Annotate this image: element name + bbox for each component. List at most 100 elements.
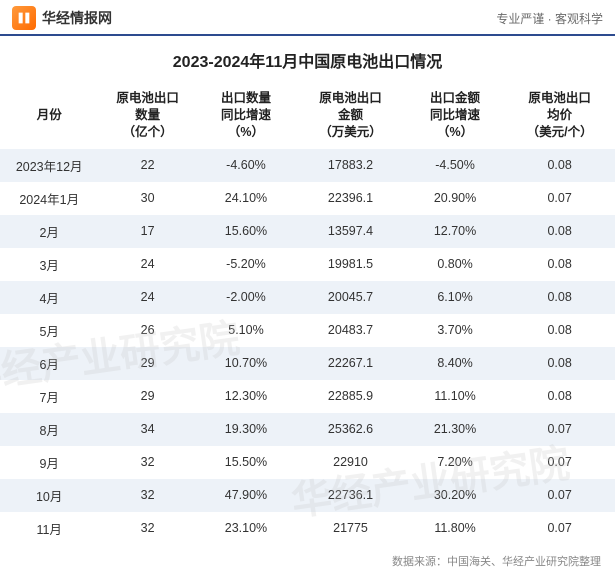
- table-cell: 21775: [295, 512, 406, 545]
- site-logo-icon: [12, 6, 36, 30]
- table-cell: 13597.4: [295, 215, 406, 248]
- table-row: 9月3215.50%229107.20%0.07: [0, 446, 615, 479]
- table-row: 7月2912.30%22885.911.10%0.08: [0, 380, 615, 413]
- table-cell: 8.40%: [406, 347, 504, 380]
- table-cell: 11月: [0, 512, 98, 545]
- table-cell: 29: [98, 380, 196, 413]
- table-cell: 6月: [0, 347, 98, 380]
- table-row: 2024年1月3024.10%22396.120.90%0.07: [0, 182, 615, 215]
- table-cell: 26: [98, 314, 196, 347]
- table-cell: -5.20%: [197, 248, 295, 281]
- table-cell: 4月: [0, 281, 98, 314]
- table-cell: 0.08: [504, 149, 615, 182]
- table-row: 3月24-5.20%19981.50.80%0.08: [0, 248, 615, 281]
- table-cell: 22736.1: [295, 479, 406, 512]
- table-cell: 9月: [0, 446, 98, 479]
- table-cell: -4.50%: [406, 149, 504, 182]
- table-cell: 2024年1月: [0, 182, 98, 215]
- table-cell: 0.07: [504, 182, 615, 215]
- report-container: 华经产业研究院 华经产业研究院 华经情报网 专业严谨 · 客观科学 2023-2…: [0, 0, 615, 580]
- table-cell: 0.08: [504, 215, 615, 248]
- table-cell: 20045.7: [295, 281, 406, 314]
- site-name: 华经情报网: [42, 8, 112, 28]
- table-cell: 2023年12月: [0, 149, 98, 182]
- column-header: 原电池出口数量（亿个）: [98, 82, 196, 149]
- column-header: 原电池出口金额（万美元）: [295, 82, 406, 149]
- table-cell: 25362.6: [295, 413, 406, 446]
- data-source: 数据来源：中国海关、华经产业研究院整理: [0, 545, 615, 569]
- table-row: 2月1715.60%13597.412.70%0.08: [0, 215, 615, 248]
- table-head: 月份原电池出口数量（亿个）出口数量同比增速（%）原电池出口金额（万美元）出口金额…: [0, 82, 615, 149]
- table-cell: -4.60%: [197, 149, 295, 182]
- column-header: 月份: [0, 82, 98, 149]
- table-cell: 5月: [0, 314, 98, 347]
- table-cell: 0.07: [504, 446, 615, 479]
- table-cell: 0.07: [504, 413, 615, 446]
- table-row: 4月24-2.00%20045.76.10%0.08: [0, 281, 615, 314]
- table-cell: 11.80%: [406, 512, 504, 545]
- table-cell: 3.70%: [406, 314, 504, 347]
- table-cell: 11.10%: [406, 380, 504, 413]
- header-row: 月份原电池出口数量（亿个）出口数量同比增速（%）原电池出口金额（万美元）出口金额…: [0, 82, 615, 149]
- table-cell: 30: [98, 182, 196, 215]
- table-cell: 0.07: [504, 512, 615, 545]
- table-cell: 20483.7: [295, 314, 406, 347]
- table-cell: 29: [98, 347, 196, 380]
- table-row: 10月3247.90%22736.130.20%0.07: [0, 479, 615, 512]
- title-bar: 2023-2024年11月中国原电池出口情况: [0, 36, 615, 82]
- table-row: 11月3223.10%2177511.80%0.07: [0, 512, 615, 545]
- table-body: 2023年12月22-4.60%17883.2-4.50%0.082024年1月…: [0, 149, 615, 545]
- table-cell: 19.30%: [197, 413, 295, 446]
- table-cell: 32: [98, 512, 196, 545]
- tagline: 专业严谨 · 客观科学: [496, 10, 603, 27]
- table-cell: 32: [98, 479, 196, 512]
- table-cell: 47.90%: [197, 479, 295, 512]
- table-cell: 0.07: [504, 479, 615, 512]
- table-cell: 7月: [0, 380, 98, 413]
- export-table: 月份原电池出口数量（亿个）出口数量同比增速（%）原电池出口金额（万美元）出口金额…: [0, 82, 615, 545]
- table-cell: 24: [98, 248, 196, 281]
- table-cell: 21.30%: [406, 413, 504, 446]
- table-cell: 3月: [0, 248, 98, 281]
- table-cell: 12.70%: [406, 215, 504, 248]
- table-cell: 17: [98, 215, 196, 248]
- table-cell: 22: [98, 149, 196, 182]
- table-cell: 0.08: [504, 281, 615, 314]
- table-row: 5月265.10%20483.73.70%0.08: [0, 314, 615, 347]
- table-row: 6月2910.70%22267.18.40%0.08: [0, 347, 615, 380]
- table-cell: 34: [98, 413, 196, 446]
- logo-block: 华经情报网: [12, 6, 112, 30]
- table-cell: 0.08: [504, 380, 615, 413]
- table-cell: 22885.9: [295, 380, 406, 413]
- table-cell: 10月: [0, 479, 98, 512]
- page-title: 2023-2024年11月中国原电池出口情况: [173, 54, 442, 71]
- table-cell: 6.10%: [406, 281, 504, 314]
- table-cell: 0.08: [504, 347, 615, 380]
- table-cell: 17883.2: [295, 149, 406, 182]
- table-cell: 12.30%: [197, 380, 295, 413]
- table-cell: 23.10%: [197, 512, 295, 545]
- table-cell: 8月: [0, 413, 98, 446]
- table-cell: 0.08: [504, 248, 615, 281]
- table-cell: 24.10%: [197, 182, 295, 215]
- table-cell: 22267.1: [295, 347, 406, 380]
- table-cell: 2月: [0, 215, 98, 248]
- table-cell: 15.50%: [197, 446, 295, 479]
- column-header: 原电池出口均价（美元/个）: [504, 82, 615, 149]
- table-row: 2023年12月22-4.60%17883.2-4.50%0.08: [0, 149, 615, 182]
- column-header: 出口金额同比增速（%）: [406, 82, 504, 149]
- table-cell: 5.10%: [197, 314, 295, 347]
- table-cell: 0.08: [504, 314, 615, 347]
- table-cell: 32: [98, 446, 196, 479]
- table-cell: -2.00%: [197, 281, 295, 314]
- table-cell: 15.60%: [197, 215, 295, 248]
- table-cell: 7.20%: [406, 446, 504, 479]
- table-cell: 20.90%: [406, 182, 504, 215]
- table-cell: 22910: [295, 446, 406, 479]
- column-header: 出口数量同比增速（%）: [197, 82, 295, 149]
- header-bar: 华经情报网 专业严谨 · 客观科学: [0, 0, 615, 36]
- table-cell: 22396.1: [295, 182, 406, 215]
- table-cell: 24: [98, 281, 196, 314]
- table-cell: 10.70%: [197, 347, 295, 380]
- table-cell: 0.80%: [406, 248, 504, 281]
